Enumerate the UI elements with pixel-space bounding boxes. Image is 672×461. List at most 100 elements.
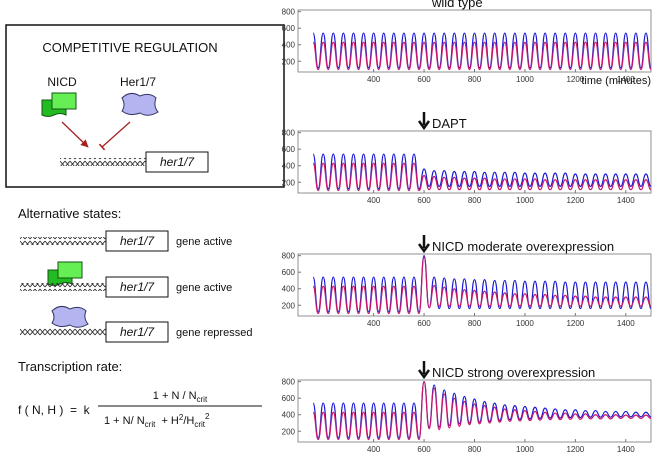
y-tick-label: 200 [282, 178, 296, 187]
dna [60, 158, 146, 166]
y-tick-label: 600 [282, 394, 296, 403]
chart-title: wild type [431, 0, 483, 10]
y-tick-label: 800 [282, 8, 296, 17]
formula-denominator: 1 + N/ Ncrit + H2/Hcrit2 [104, 412, 210, 429]
x-tick-label: 1000 [516, 319, 534, 328]
regulation-box [5, 24, 285, 188]
denominator-text: /H [183, 415, 194, 427]
states-heading: Alternative states: [18, 206, 121, 221]
y-tick-label: 400 [282, 162, 296, 171]
subscript: crit [197, 395, 208, 404]
series-line [312, 153, 652, 190]
x-tick-label: 1200 [566, 319, 584, 328]
series-line [312, 41, 652, 71]
state-label: gene active [176, 236, 232, 248]
chart-title: NICD strong overexpression [432, 365, 595, 380]
state-row: her1/7 gene active [20, 230, 232, 252]
treatment-arrow [417, 361, 431, 380]
chart-title: DAPT [432, 116, 467, 131]
x-tick-label: 1000 [516, 75, 534, 84]
activation-arrow [61, 121, 89, 148]
state-row: her1/7 gene repressed [20, 305, 252, 343]
plot-frame [297, 253, 652, 317]
state-label: gene repressed [176, 327, 252, 339]
series-line [312, 256, 652, 315]
state-label: gene active [176, 282, 232, 294]
y-tick-label: 200 [282, 57, 296, 66]
x-tick-label: 1200 [566, 445, 584, 454]
subscript: crit [145, 420, 156, 429]
x-tick-label: 800 [468, 75, 482, 84]
activator-label: NICD [47, 75, 77, 89]
x-tick-label: 400 [367, 319, 381, 328]
x-tick-label: 1400 [617, 445, 635, 454]
x-tick-label: 600 [417, 445, 431, 454]
series-line [312, 381, 652, 439]
gene-label: her1/7 [120, 325, 155, 339]
treatment-arrow [417, 112, 431, 131]
y-tick-label: 800 [282, 129, 296, 138]
gene-label: her1/7 [120, 280, 155, 294]
treatment-arrow [417, 235, 431, 254]
x-tick-label: 1200 [566, 196, 584, 205]
dna [20, 237, 106, 245]
rate-heading: Transcription rate: [18, 359, 122, 374]
her-icon [121, 92, 159, 116]
y-tick-label: 400 [282, 41, 296, 50]
numerator-text: 1 + N / N [153, 390, 197, 402]
superscript: 2 [179, 413, 184, 422]
y-tick-label: 600 [282, 268, 296, 277]
x-tick-label: 1400 [617, 75, 635, 84]
x-tick-label: 600 [417, 75, 431, 84]
gene-box [145, 151, 209, 173]
repression-arrow [98, 121, 131, 151]
repressor-label: Her1/7 [120, 75, 156, 89]
plot-frame [297, 9, 652, 73]
box-title: COMPETITIVE REGULATION [42, 40, 217, 55]
y-tick-label: 200 [282, 301, 296, 310]
formula-numerator: 1 + N / Ncrit [153, 390, 208, 404]
chart-title: NICD moderate overexpression [432, 239, 614, 254]
plot-frame [297, 379, 652, 443]
x-tick-label: 400 [367, 75, 381, 84]
gene-box [105, 321, 169, 343]
x-tick-label: 1000 [516, 445, 534, 454]
x-tick-label: 1000 [516, 196, 534, 205]
x-tick-label: 1400 [617, 196, 635, 205]
x-tick-label: 600 [417, 196, 431, 205]
gene-box [105, 230, 169, 252]
dna [20, 328, 106, 336]
x-tick-label: 1400 [617, 319, 635, 328]
y-tick-label: 600 [282, 145, 296, 154]
nicd-icon [41, 92, 77, 117]
nicd-icon [57, 261, 83, 279]
x-tick-label: 800 [468, 196, 482, 205]
her-icon [51, 305, 89, 328]
x-tick-label: 600 [417, 319, 431, 328]
y-tick-label: 400 [282, 411, 296, 420]
gene-box [105, 276, 169, 298]
series-line [312, 255, 652, 313]
gene-label: her1/7 [120, 234, 155, 248]
y-tick-label: 600 [282, 24, 296, 33]
y-tick-label: 800 [282, 378, 296, 387]
subscript: crit [194, 420, 205, 429]
y-tick-label: 400 [282, 285, 296, 294]
x-tick-label: 1200 [566, 75, 584, 84]
x-tick-label: 800 [468, 319, 482, 328]
x-tick-label: 400 [367, 445, 381, 454]
dna [20, 283, 106, 291]
x-tick-label: 400 [367, 196, 381, 205]
superscript: 2 [205, 412, 210, 421]
x-axis-label: time (minutes) [581, 75, 651, 87]
series-line [312, 162, 652, 192]
y-tick-label: 800 [282, 252, 296, 261]
y-tick-label: 200 [282, 427, 296, 436]
formula-lhs: f ( N, H ) = k [18, 403, 91, 417]
series-line [312, 381, 652, 441]
denominator-text: 1 + N/ N [104, 415, 145, 427]
gene-label: her1/7 [160, 155, 195, 169]
denominator-text: + H [155, 415, 179, 427]
state-row: her1/7 gene active [20, 261, 232, 298]
